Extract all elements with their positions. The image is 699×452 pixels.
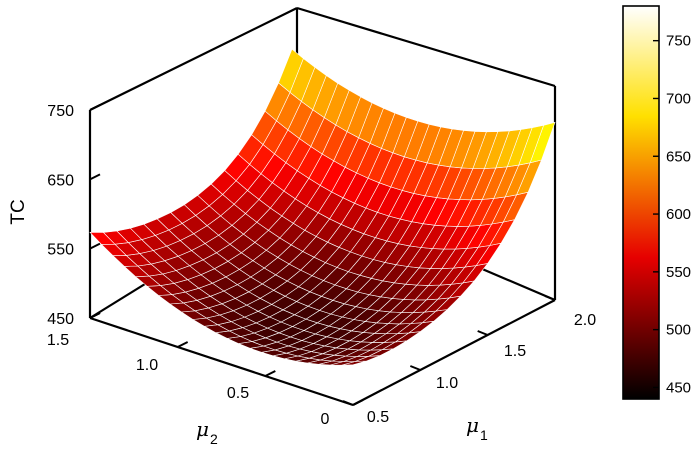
colorbar-tick-label: 550 bbox=[666, 264, 691, 281]
z-axis-label: TC bbox=[8, 199, 29, 224]
colorbar-tick-label: 750 bbox=[666, 33, 691, 50]
y-tick bbox=[409, 365, 421, 371]
z-tick-label: 750 bbox=[47, 103, 74, 120]
colorbar-tick-label: 600 bbox=[666, 206, 691, 223]
y-tick-label: 2.0 bbox=[574, 312, 596, 329]
z-tick bbox=[89, 242, 101, 250]
x-axis-label-symbol: μ bbox=[196, 417, 209, 441]
y-axis-label: μ 1 bbox=[466, 413, 488, 443]
colorbar-tick-label: 450 bbox=[666, 379, 691, 396]
surface-patch bbox=[278, 48, 304, 93]
floor-front-left-edge bbox=[89, 316, 354, 407]
colorbar: 450 500 550 600 650 700 750 bbox=[622, 5, 691, 400]
y-tick bbox=[544, 295, 556, 301]
y-tick-label: 1.0 bbox=[436, 375, 458, 392]
x-tick-label: 0 bbox=[321, 411, 330, 428]
y-axis-label-subscript: 1 bbox=[480, 427, 488, 443]
x-tick bbox=[264, 370, 276, 377]
y-axis-label-symbol: μ bbox=[466, 413, 479, 437]
surface-mesh bbox=[89, 48, 556, 366]
x-tick-label: 1.0 bbox=[136, 357, 158, 374]
y-tick-label: 1.5 bbox=[504, 343, 526, 360]
x-tick-label: 1.5 bbox=[47, 332, 69, 349]
tick-marks bbox=[89, 104, 556, 406]
floor-front-right-edge bbox=[352, 299, 556, 406]
z-tick bbox=[89, 173, 101, 181]
z-tick-label: 550 bbox=[47, 242, 74, 259]
x-tick bbox=[89, 312, 101, 319]
colorbar-tick-label: 650 bbox=[666, 148, 691, 165]
x-axis-label: μ 2 bbox=[196, 417, 218, 447]
x-tick bbox=[352, 399, 364, 406]
colorbar-tick-label: 500 bbox=[666, 322, 691, 339]
colorbar-ticks: 450 500 550 600 650 700 750 bbox=[653, 33, 691, 396]
x-axis-label-subscript: 2 bbox=[210, 431, 218, 447]
z-tick bbox=[89, 104, 101, 111]
y-tick bbox=[342, 400, 354, 406]
x-tick bbox=[177, 341, 189, 348]
colorbar-tick-label: 700 bbox=[666, 90, 691, 107]
colorbar-gradient bbox=[622, 5, 660, 400]
z-tick-label: 450 bbox=[47, 311, 74, 328]
y-tick bbox=[477, 330, 489, 336]
top-right-edge bbox=[296, 6, 556, 88]
top-left-edge bbox=[89, 7, 298, 111]
x-tick-label: 0.5 bbox=[227, 385, 249, 402]
tick-labels: 450 550 650 750 0 0.5 1.0 1.5 0.5 1.0 1.5 2.0 bbox=[47, 103, 596, 428]
y-tick-label: 0.5 bbox=[367, 409, 389, 426]
z-tick-label: 650 bbox=[47, 172, 74, 189]
